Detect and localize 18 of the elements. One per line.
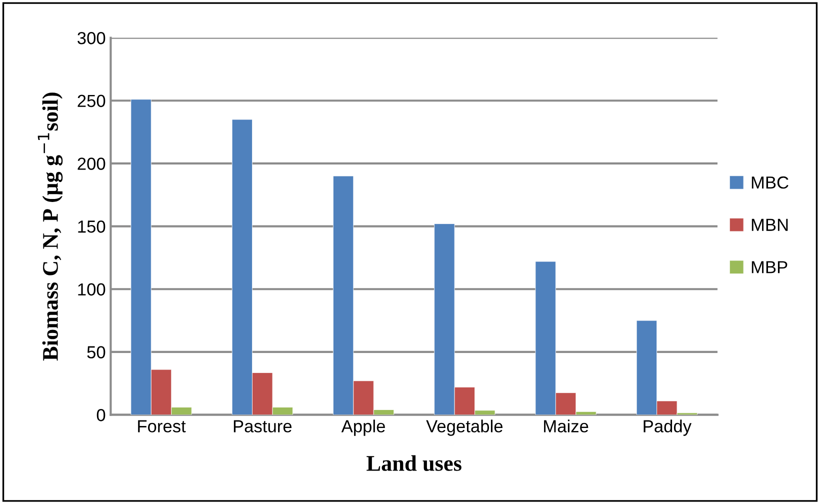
y-axis-title: Biomass C, N, P (µg g$^{−1}$soil) <box>38 92 63 361</box>
y-tick-label: 50 <box>87 346 106 358</box>
x-axis-title: Land uses <box>366 455 462 471</box>
legend-label: MBC <box>752 176 788 189</box>
y-tick-label: 250 <box>78 94 106 108</box>
legend-label: MBN <box>752 218 788 231</box>
x-tick-label: Maize <box>544 420 588 432</box>
y-tick-label: 0 <box>96 408 106 422</box>
y-tick-label: 200 <box>78 158 106 170</box>
y-tick-label: 100 <box>78 283 106 296</box>
x-tick-label: Vegetable <box>426 420 503 436</box>
x-tick-label: Paddy <box>644 420 692 436</box>
y-tick-label: 300 <box>78 32 106 44</box>
x-tick-label: Pasture <box>234 420 292 432</box>
x-tick-label: Forest <box>138 420 186 432</box>
y-tick-label: 150 <box>78 220 106 233</box>
legend-label: MBP <box>752 261 788 274</box>
x-tick-label: Apple <box>341 420 385 436</box>
